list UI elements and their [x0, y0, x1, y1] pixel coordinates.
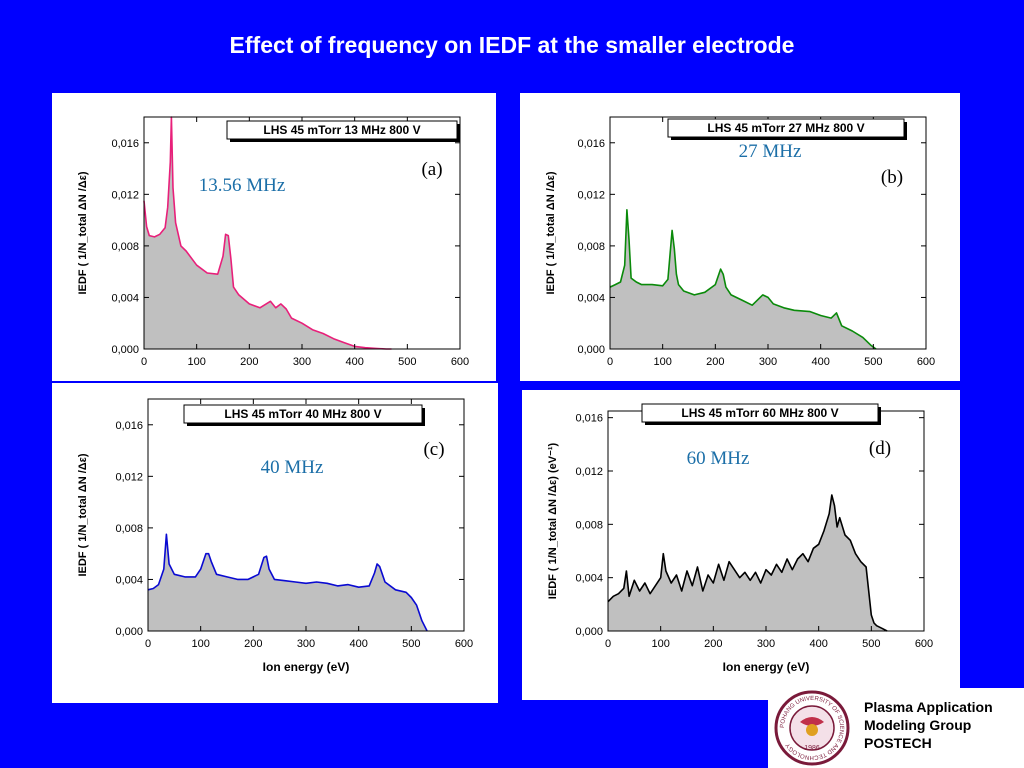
x-tick-label-d-2: 200 [704, 638, 722, 650]
x-tick-label-b-1: 100 [653, 356, 671, 368]
y-tick-label-a-2: 0,008 [111, 241, 139, 253]
x-tick-label-c-0: 0 [145, 638, 151, 650]
x-tick-label-d-1: 100 [651, 638, 669, 650]
chart-c: 0 100 200 300 400 500 600 0,000 0,004 0,008 0,012 0… [77, 398, 473, 674]
y-tick-label-c-0: 0,000 [115, 626, 143, 638]
panel-label-d: (d) [869, 438, 891, 459]
legend-text-b: LHS 45 mTorr 27 MHz 800 V [707, 121, 864, 135]
x-tick-label-d-0: 0 [605, 638, 611, 650]
series-line-b [609, 209, 877, 350]
x-tick-label-b-2: 200 [706, 356, 724, 368]
seal-year: 1986 [804, 745, 820, 752]
x-axis-label-c: Ion energy (eV) [263, 660, 350, 674]
chart-d: 0 100 200 300 400 500 600 0,000 0,004 0,008 0,012 0… [547, 403, 933, 674]
x-tick-label-a-0: 0 [141, 356, 147, 368]
legend-box-b [667, 118, 905, 138]
x-tick-label-c-2: 200 [244, 638, 262, 650]
y-axis-label-c: IEDF ( 1/N_total ΔN /Δε) [77, 453, 89, 576]
group-name-line-3: POSTECH [864, 735, 932, 751]
legend-box-d [641, 403, 879, 423]
x-tick-label-d-5: 500 [862, 638, 880, 650]
y-tick-label-d-1: 0,004 [575, 573, 603, 585]
legend-text-c: LHS 45 mTorr 40 MHz 800 V [224, 407, 381, 421]
y-tick-label-a-3: 0,012 [111, 189, 139, 201]
x-tick-label-c-6: 600 [455, 638, 473, 650]
x-tick-label-d-6: 600 [915, 638, 933, 650]
chart-b: 0 100 200 300 400 500 600 0,000 0,004 0,008 0,012 0… [545, 116, 935, 368]
x-tick-label-a-3: 300 [293, 356, 311, 368]
series-line-d [607, 494, 888, 632]
y-axis-label-d: IEDF ( 1/N_total ΔN /Δε) (eV⁻¹) [547, 442, 559, 599]
logo-box: POHANG UNIVERSITY OF SCIENCE AND TECHNOL… [768, 688, 1024, 768]
y-tick-label-a-0: 0,000 [111, 344, 139, 356]
area-fill-b [610, 209, 876, 349]
y-axis-label-b: IEDF ( 1/N_total ΔN /Δε) [545, 171, 557, 294]
x-tick-label-a-2: 200 [240, 356, 258, 368]
x-tick-label-b-0: 0 [607, 356, 613, 368]
chart-panel-c: 0 100 200 300 400 500 600 0,000 0,004 0,008 0,012 0… [52, 383, 498, 703]
y-tick-label-b-0: 0,000 [577, 344, 605, 356]
x-tick-label-c-3: 300 [297, 638, 315, 650]
chart-a: 0 100 200 300 400 500 600 0,000 0,004 0,008 0,012 0… [77, 116, 469, 368]
y-tick-label-c-4: 0,016 [115, 420, 143, 432]
area-fill-c [148, 534, 428, 631]
y-tick-label-b-4: 0,016 [577, 138, 605, 150]
x-tick-label-b-4: 400 [811, 356, 829, 368]
area-fill-a [144, 117, 392, 349]
y-tick-label-b-1: 0,004 [577, 292, 605, 304]
frequency-annotation-d: 60 MHz [687, 448, 750, 469]
x-tick-label-a-4: 400 [345, 356, 363, 368]
x-tick-label-c-1: 100 [191, 638, 209, 650]
legend-box-a [226, 120, 458, 140]
x-tick-label-b-5: 500 [864, 356, 882, 368]
x-tick-label-d-4: 400 [809, 638, 827, 650]
series-line-a [143, 116, 392, 350]
y-tick-label-b-3: 0,012 [577, 189, 605, 201]
group-name-line-2: Modeling Group [864, 717, 972, 733]
y-axis-label-a: IEDF ( 1/N_total ΔN /Δε) [77, 171, 89, 294]
y-tick-label-c-1: 0,004 [115, 574, 143, 586]
y-tick-label-c-2: 0,008 [115, 523, 143, 535]
y-tick-label-b-2: 0,008 [577, 241, 605, 253]
chart-panel-d: 0 100 200 300 400 500 600 0,000 0,004 0,008 0,012 0… [522, 390, 960, 700]
y-tick-label-c-3: 0,012 [115, 471, 143, 483]
university-seal-icon: POHANG UNIVERSITY OF SCIENCE AND TECHNOL… [774, 690, 850, 766]
x-axis-label-d: Ion energy (eV) [723, 660, 810, 674]
slide-title: Effect of frequency on IEDF at the small… [229, 32, 795, 58]
group-name: Plasma Application Modeling Group POSTEC… [864, 698, 993, 752]
group-name-line-1: Plasma Application [864, 699, 993, 715]
series-line-c [147, 533, 428, 632]
y-tick-label-d-4: 0,016 [575, 413, 603, 425]
x-tick-label-d-3: 300 [757, 638, 775, 650]
x-tick-label-b-3: 300 [759, 356, 777, 368]
area-fill-d [608, 495, 888, 631]
frequency-annotation-b: 27 MHz [739, 141, 802, 162]
legend-box-c [183, 404, 423, 424]
panel-label-a: (a) [421, 159, 442, 180]
legend-text-a: LHS 45 mTorr 13 MHz 800 V [263, 123, 420, 137]
y-tick-label-a-1: 0,004 [111, 292, 139, 304]
x-tick-label-a-1: 100 [187, 356, 205, 368]
x-tick-label-b-6: 600 [917, 356, 935, 368]
y-tick-label-d-0: 0,000 [575, 626, 603, 638]
x-tick-label-c-5: 500 [402, 638, 420, 650]
x-tick-label-a-5: 500 [398, 356, 416, 368]
legend-text-d: LHS 45 mTorr 60 MHz 800 V [681, 406, 838, 420]
panel-label-b: (b) [881, 167, 903, 188]
frequency-annotation-a: 13.56 MHz [199, 175, 286, 196]
x-tick-label-c-4: 400 [349, 638, 367, 650]
x-tick-label-a-6: 600 [451, 356, 469, 368]
y-tick-label-a-4: 0,016 [111, 138, 139, 150]
y-tick-label-d-3: 0,012 [575, 466, 603, 478]
chart-panel-b: 0 100 200 300 400 500 600 0,000 0,004 0,008 0,012 0… [520, 93, 960, 381]
y-tick-label-d-2: 0,008 [575, 519, 603, 531]
frequency-annotation-c: 40 MHz [261, 457, 324, 478]
chart-panel-a: 0 100 200 300 400 500 600 0,000 0,004 0,008 0,012 0… [52, 93, 496, 381]
panel-label-c: (c) [423, 439, 444, 460]
